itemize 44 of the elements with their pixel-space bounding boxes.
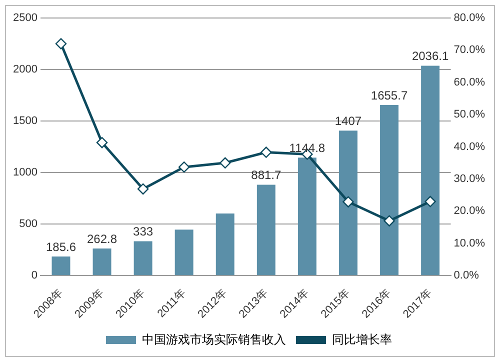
point (260, 146, 272, 158)
point (342, 196, 354, 208)
bar (380, 104, 398, 276)
y-tick-label: 500 (19, 218, 38, 230)
point (220, 157, 231, 168)
bar (174, 230, 194, 276)
legend-label: 同比增长率 (332, 332, 392, 346)
point (55, 38, 67, 50)
y2-tick-label: 60.0% (454, 76, 486, 88)
bar (134, 241, 152, 276)
data-label: 1144.8 (289, 140, 326, 155)
bar (256, 184, 276, 276)
y2-tick-label: 30.0% (454, 173, 486, 186)
bar (421, 66, 440, 276)
y2-tick-label: 50.0% (454, 108, 486, 121)
bar (298, 158, 316, 276)
y-tick-label: 2500 (12, 12, 38, 24)
point (137, 183, 149, 195)
y2-tick-label: 70.0% (454, 44, 486, 56)
y2-tick-label: 40.0% (454, 140, 486, 153)
bar (92, 248, 112, 276)
bar (338, 130, 358, 276)
data-label: 185.6 (46, 240, 76, 254)
data-label: 1407 (334, 114, 362, 128)
point (178, 161, 190, 173)
y-tick-label: 0 (31, 270, 38, 282)
point (96, 137, 108, 148)
y-tick-label: 1000 (12, 166, 38, 179)
data-label: 1655.7 (370, 88, 408, 102)
y2-tick-label: 20.0% (454, 205, 486, 218)
y2-tick-label: 10.0% (454, 237, 486, 250)
data-label: 2036.1 (412, 49, 449, 64)
y2-tick-label: 80.0% (454, 12, 486, 24)
data-label: 262.8 (87, 232, 118, 246)
point (384, 215, 395, 226)
point (424, 196, 436, 208)
data-label: 333 (133, 224, 154, 239)
legend-label: 中国游戏市场实际销售收入 (142, 332, 286, 346)
y-tick-label: 1500 (12, 115, 38, 128)
y2-tick-label: 0.0% (454, 270, 480, 282)
y-tick-label: 2000 (12, 64, 38, 76)
data-label: 881.7 (251, 168, 282, 182)
bar (216, 213, 234, 276)
bar (52, 256, 70, 276)
